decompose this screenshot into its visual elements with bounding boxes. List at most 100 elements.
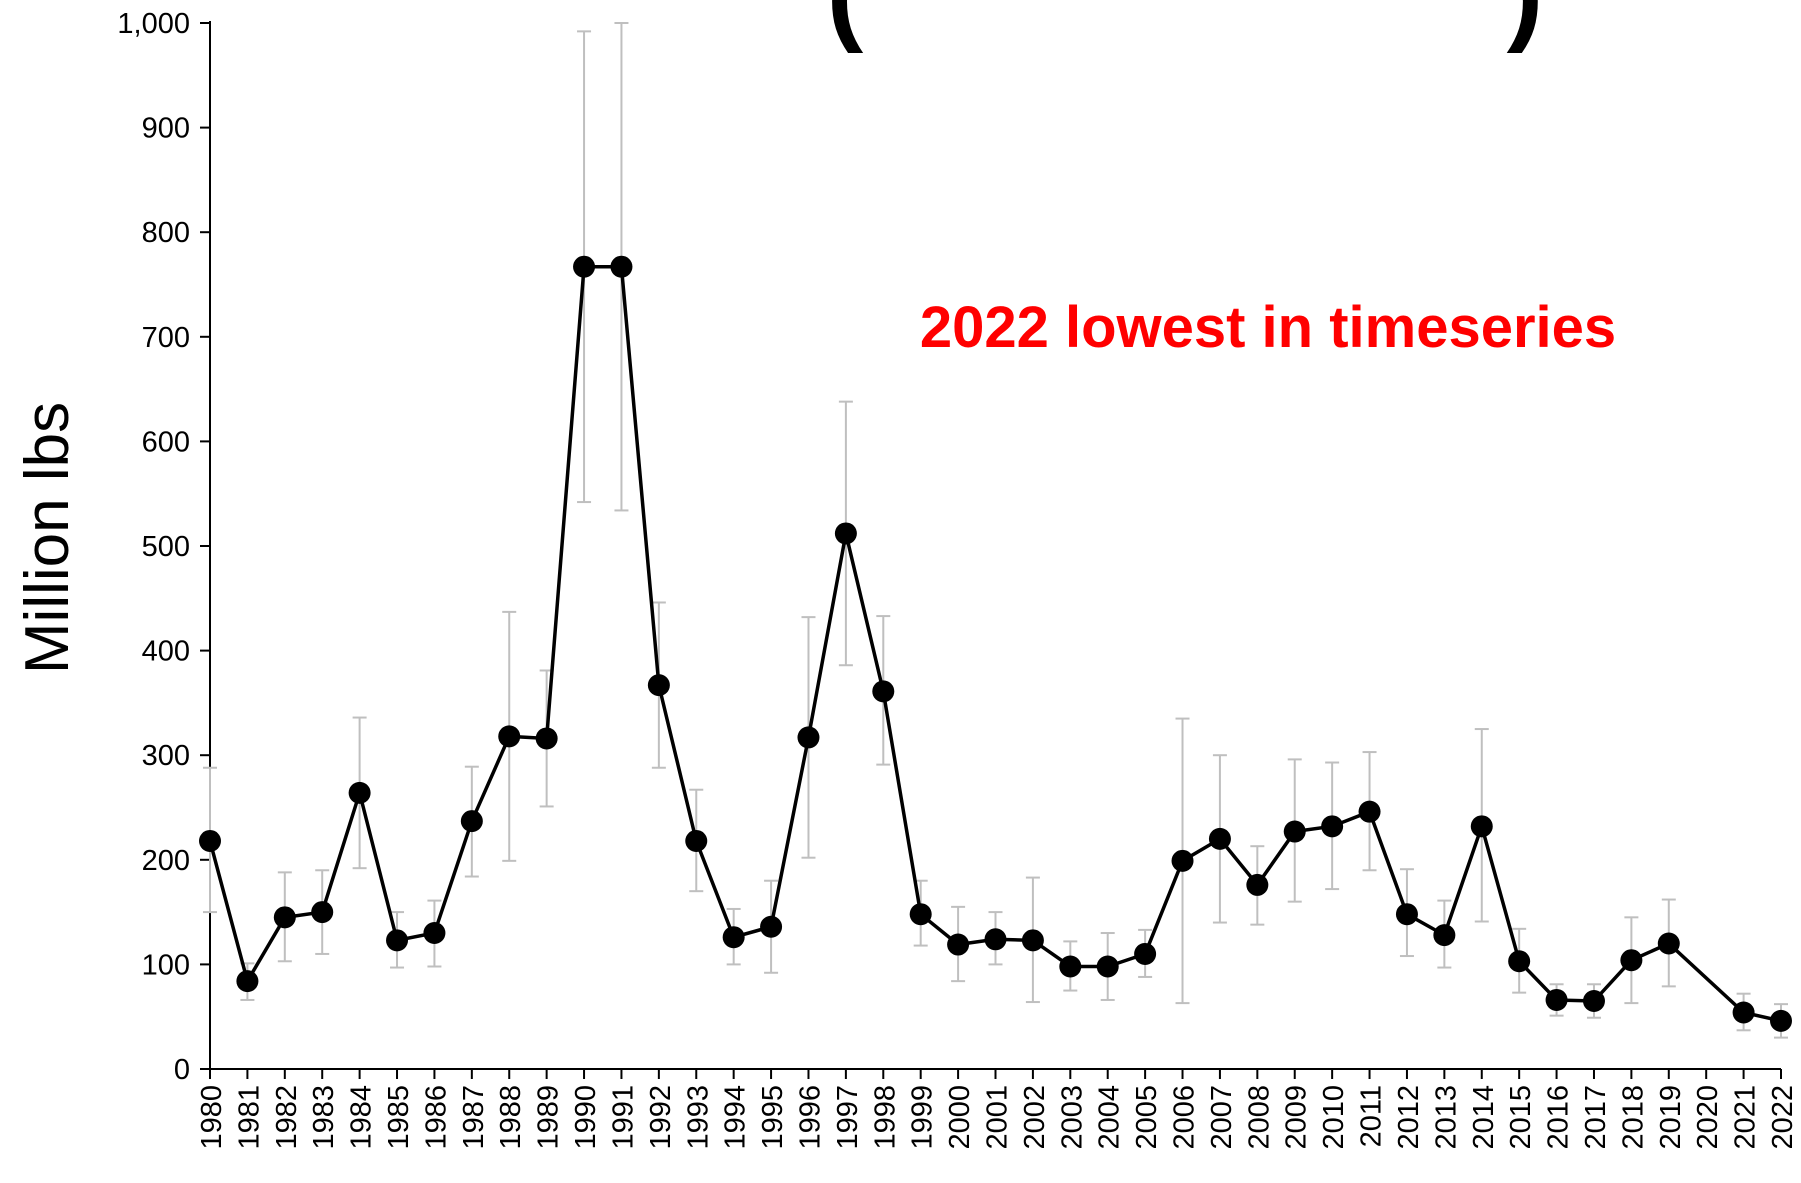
data-point [872, 680, 895, 703]
x-ticks: 1980 1981 1982 1983 1984 1985 1986 1987 1988 1989… [196, 1069, 1799, 1150]
title-fragment-close: ) [1507, 0, 1544, 54]
y-axis-label: Million lbs [13, 402, 82, 674]
x-tick-label: 1987 [458, 1085, 490, 1150]
data-point [647, 674, 670, 697]
data-point [1134, 942, 1157, 965]
data-point [947, 933, 970, 956]
data-point [1545, 988, 1568, 1011]
x-tick-label: 1984 [346, 1085, 378, 1150]
data-point [1208, 827, 1231, 850]
x-tick-label: 2006 [1169, 1085, 1201, 1150]
data-point [273, 906, 296, 929]
x-tick-label: 2007 [1206, 1085, 1238, 1150]
data-point [311, 901, 334, 924]
data-point [1433, 924, 1456, 947]
x-tick-label: 2003 [1056, 1085, 1088, 1150]
x-tick-label: 1982 [271, 1085, 303, 1150]
data-point [1770, 1009, 1792, 1032]
x-tick-label: 2015 [1505, 1085, 1537, 1150]
data-points [199, 255, 1792, 1032]
x-tick-label: 2000 [944, 1085, 976, 1150]
x-tick-label: 2009 [1281, 1085, 1313, 1150]
data-point [1358, 800, 1381, 823]
data-point [1246, 873, 1269, 896]
x-tick-label: 2012 [1393, 1085, 1425, 1150]
x-tick-label: 1991 [607, 1085, 639, 1150]
x-tick-label: 2002 [1019, 1085, 1051, 1150]
x-tick-label: 1995 [757, 1085, 789, 1150]
data-point [1508, 950, 1531, 973]
y-tick-label: 600 [142, 426, 190, 458]
data-point [1021, 929, 1044, 952]
x-tick-label: 2005 [1131, 1085, 1163, 1150]
x-tick-label: 2016 [1543, 1085, 1575, 1150]
x-tick-label: 1990 [570, 1085, 602, 1150]
x-tick-label: 1989 [533, 1085, 565, 1150]
x-tick-label: 2010 [1318, 1085, 1350, 1150]
annotation-text: 2022 lowest in timeseries [920, 295, 1616, 360]
x-tick-label: 1988 [495, 1085, 527, 1150]
data-point [1096, 955, 1119, 978]
x-tick-label: 1996 [794, 1085, 826, 1150]
y-tick-label: 700 [142, 322, 190, 354]
data-point [1283, 820, 1306, 843]
data-point [1321, 815, 1344, 838]
y-tick-label: 800 [142, 217, 190, 249]
x-tick-label: 1983 [308, 1085, 340, 1150]
data-point [573, 255, 596, 278]
data-point [797, 726, 820, 749]
data-point [236, 970, 259, 993]
x-tick-label: 2001 [982, 1085, 1014, 1150]
x-tick-label: 1992 [645, 1085, 677, 1150]
data-point [1171, 849, 1194, 872]
error-bars [203, 22, 1788, 1039]
data-point [1582, 990, 1605, 1013]
x-tick-label: 1980 [196, 1085, 228, 1150]
data-point [610, 255, 633, 278]
data-point [199, 829, 221, 852]
data-point [535, 727, 558, 750]
x-tick-label: 1998 [869, 1085, 901, 1150]
y-tick-label: 400 [142, 636, 190, 668]
data-point [760, 915, 783, 938]
x-tick-label: 2018 [1617, 1085, 1649, 1150]
y-tick-label: 900 [142, 113, 190, 145]
data-point [348, 781, 371, 804]
x-tick-label: 1985 [383, 1085, 415, 1150]
data-point [1395, 903, 1418, 926]
data-point [685, 829, 708, 852]
data-point [498, 725, 521, 748]
data-point [984, 928, 1007, 951]
data-point [1059, 955, 1082, 978]
x-tick-label: 1999 [907, 1085, 939, 1150]
data-point [460, 810, 483, 833]
x-tick-label: 1981 [233, 1085, 265, 1150]
data-point [1470, 815, 1493, 838]
x-tick-label: 2020 [1692, 1085, 1724, 1150]
data-point [909, 903, 932, 926]
x-tick-label: 1994 [720, 1085, 752, 1150]
x-tick-label: 2014 [1468, 1085, 1500, 1150]
series-line [208, 264, 1782, 1023]
series-lines [208, 264, 1782, 1023]
x-tick-label: 2013 [1430, 1085, 1462, 1150]
x-tick-label: 2004 [1094, 1085, 1126, 1150]
x-tick-label: 1997 [832, 1085, 864, 1150]
y-ticks: 0 100 200 300 400 500 600 700 800 900 1,000 [117, 8, 210, 1086]
x-tick-label: 2008 [1243, 1085, 1275, 1150]
data-point [1732, 1001, 1755, 1024]
x-tick-label: 1993 [682, 1085, 714, 1150]
y-tick-label: 100 [142, 949, 190, 981]
x-tick-label: 2021 [1730, 1085, 1762, 1150]
data-point [1657, 932, 1680, 955]
x-tick-label: 2011 [1356, 1085, 1388, 1147]
y-tick-label: 0 [174, 1054, 190, 1086]
y-tick-label: 300 [142, 740, 190, 772]
data-point [386, 929, 409, 952]
x-tick-label: 2022 [1767, 1085, 1799, 1150]
y-tick-label: 500 [142, 531, 190, 563]
x-tick-label: 1986 [420, 1085, 452, 1150]
title-fragment-open: ( [827, 0, 864, 54]
data-point [834, 522, 857, 545]
